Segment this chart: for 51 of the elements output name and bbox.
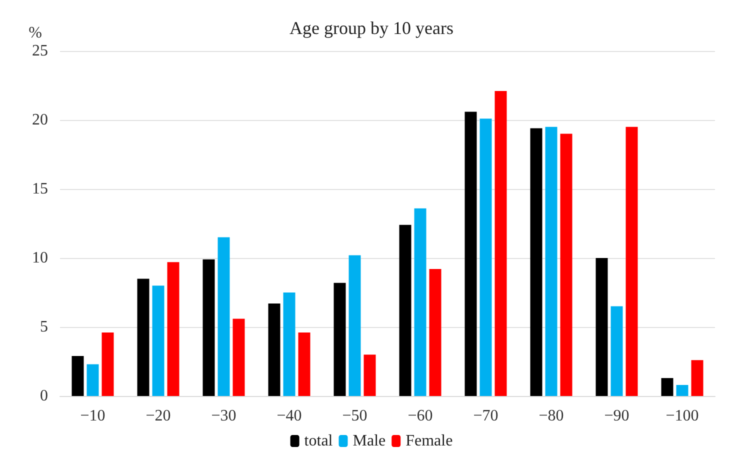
y-tick-label: 10 xyxy=(32,250,48,266)
legend-label: total xyxy=(304,432,334,450)
bar xyxy=(480,118,492,396)
x-tick-label: −100 xyxy=(666,408,699,424)
bar xyxy=(530,128,542,396)
x-tick-label: −40 xyxy=(276,408,302,424)
bar xyxy=(661,378,674,396)
bar xyxy=(102,332,114,396)
x-tick-label: −90 xyxy=(604,408,630,424)
bar xyxy=(86,364,99,396)
x-tick-label: −70 xyxy=(473,408,498,424)
legend-label: Female xyxy=(406,432,453,450)
x-tick-label: −20 xyxy=(146,408,171,424)
bar xyxy=(72,356,84,396)
bar xyxy=(414,208,426,396)
bar xyxy=(676,384,688,396)
bar xyxy=(137,278,150,396)
bar xyxy=(202,259,215,396)
bar xyxy=(334,282,346,396)
bar xyxy=(218,237,230,396)
bar xyxy=(283,292,296,396)
y-tick-label: 20 xyxy=(32,112,48,128)
bar xyxy=(691,360,704,396)
bar xyxy=(464,112,477,396)
y-tick-label: 25 xyxy=(32,42,48,60)
x-tick-label: −30 xyxy=(211,408,236,424)
bar xyxy=(610,306,623,396)
chart-title: Age group by 10 years xyxy=(290,18,454,38)
bar xyxy=(232,318,245,396)
bar xyxy=(545,126,558,396)
x-tick-label: −60 xyxy=(408,408,433,424)
bar xyxy=(596,258,608,396)
x-tick-label: −80 xyxy=(538,408,564,424)
bar xyxy=(298,332,310,396)
y-tick-label: 0 xyxy=(40,388,48,404)
bar xyxy=(626,126,638,396)
x-tick-label: −10 xyxy=(80,408,106,424)
y-tick-label: 5 xyxy=(40,318,48,336)
y-tick-label: 15 xyxy=(32,180,48,198)
y-axis-title: % xyxy=(28,24,42,42)
bar xyxy=(494,91,507,396)
legend-label: Male xyxy=(352,432,386,450)
bar xyxy=(364,354,376,396)
bar xyxy=(429,269,442,396)
bar xyxy=(268,304,280,396)
bar xyxy=(560,134,572,396)
x-tick-label: −50 xyxy=(342,408,368,424)
bar xyxy=(399,224,412,396)
bar xyxy=(167,262,180,396)
bar xyxy=(348,255,361,396)
bar xyxy=(152,286,164,396)
